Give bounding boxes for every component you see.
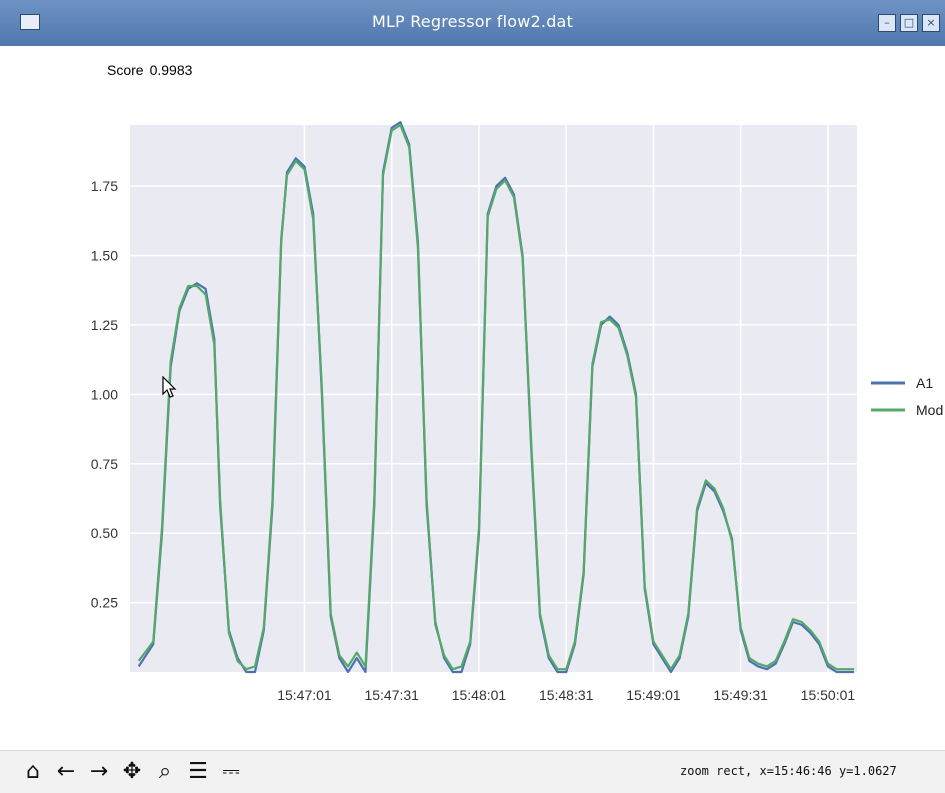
y-tick-label: 0.75 [91, 456, 118, 472]
navigation-toolbar: ⌂ ← → ✥ ⌕ ☰ ⎓ [0, 750, 945, 793]
x-tick-label: 15:49:31 [713, 687, 768, 703]
legend-label: Mod [916, 402, 943, 418]
y-tick-label: 0.25 [91, 595, 118, 611]
mouse-pointer-icon [162, 376, 177, 398]
title-bar[interactable]: MLP Regressor flow2.dat – □ × [0, 0, 945, 46]
minimize-icon[interactable]: – [878, 14, 896, 32]
x-tick-label: 15:47:31 [364, 687, 419, 703]
forward-icon[interactable]: → [89, 759, 109, 784]
score-readout: Score 0.9983 [107, 62, 198, 78]
x-tick-label: 15:48:31 [539, 687, 594, 703]
x-tick-label: 15:47:01 [277, 687, 332, 703]
chart-canvas[interactable]: 0.25 0.50 0.75 1.00 1.25 1.50 1.75 15:47:01 15:4… [0, 0, 945, 750]
pan-icon[interactable]: ✥ [122, 759, 142, 784]
configure-subplots-icon[interactable]: ☰ [188, 759, 208, 784]
save-icon[interactable]: ⎓ [222, 759, 240, 784]
close-icon[interactable]: × [922, 14, 940, 32]
y-tick-label: 1.25 [91, 317, 118, 333]
status-readout: zoom rect, x=15:46:46 y=1.0627 [680, 764, 897, 778]
y-tick-label: 0.50 [91, 525, 118, 541]
legend-label: A1 [916, 375, 933, 391]
back-icon[interactable]: ← [56, 759, 76, 784]
window-menu-icon[interactable] [20, 14, 40, 30]
y-tick-label: 1.00 [91, 386, 118, 402]
x-tick-label: 15:50:01 [801, 687, 856, 703]
home-icon[interactable]: ⌂ [26, 759, 40, 784]
score-label: Score [107, 62, 144, 78]
zoom-icon[interactable]: ⌕ [158, 759, 172, 784]
y-tick-label: 1.50 [91, 248, 118, 264]
score-value: 0.9983 [149, 62, 193, 78]
x-tick-label: 15:49:01 [626, 687, 681, 703]
y-tick-label: 1.75 [91, 178, 118, 194]
maximize-icon[interactable]: □ [900, 14, 918, 32]
series-line-mod [137, 123, 855, 671]
plot-area [130, 125, 857, 672]
window-title: MLP Regressor flow2.dat [371, 12, 574, 31]
x-tick-label: 15:48:01 [452, 687, 507, 703]
